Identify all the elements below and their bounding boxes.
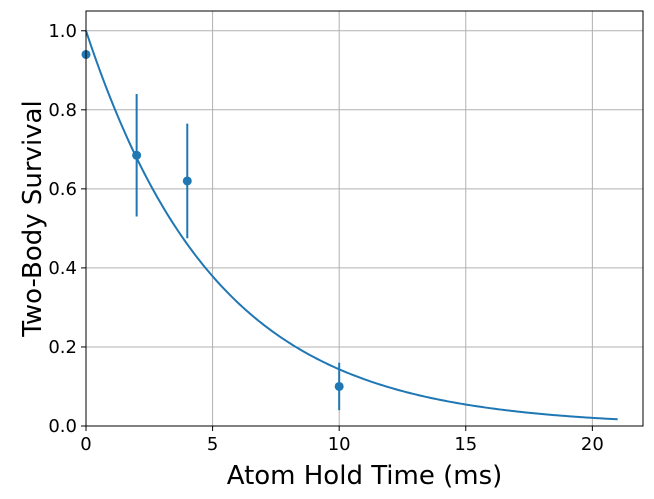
x-tick-label: 20 [581, 434, 604, 455]
data-point [182, 176, 192, 186]
data-point [132, 150, 142, 160]
y-tick-label: 0.0 [48, 416, 77, 437]
y-tick-label: 0.6 [48, 179, 77, 200]
y-tick-label: 0.8 [48, 100, 77, 121]
x-tick-label: 15 [454, 434, 477, 455]
data-point [334, 381, 344, 391]
y-tick-label: 0.4 [48, 258, 77, 279]
y-tick-label: 1.0 [48, 21, 77, 42]
x-tick-label: 0 [80, 434, 91, 455]
x-tick-label: 10 [328, 434, 351, 455]
y-axis-label: Two-Body Survival [18, 100, 48, 337]
ticks: 0 5 10 15 20 0.0 0.2 0.4 0.6 0.8 1.0 [48, 21, 603, 455]
fit-curve-layer [85, 30, 618, 421]
x-tick-label: 5 [207, 434, 218, 455]
y-tick-label: 0.2 [48, 337, 77, 358]
x-axis-label: Atom Hold Time (ms) [227, 461, 503, 491]
plot-frame [85, 10, 644, 427]
fit-curve-line [85, 30, 618, 421]
